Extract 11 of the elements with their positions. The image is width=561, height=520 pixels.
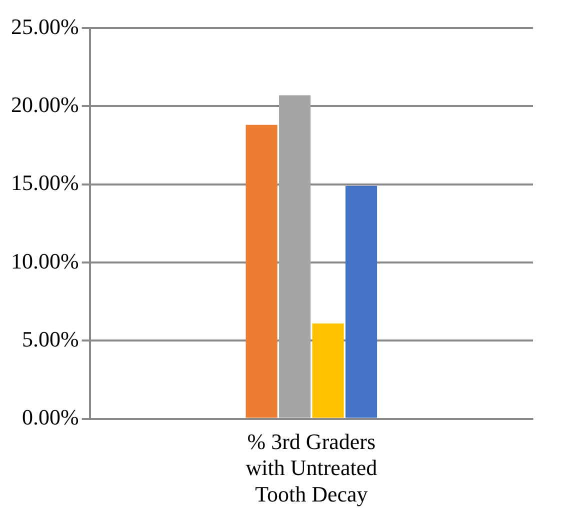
bar [345, 186, 378, 418]
y-tick-label: 0.00% [22, 404, 79, 430]
y-tick-label: 5.00% [22, 326, 79, 352]
bar [312, 323, 344, 418]
bar [246, 124, 278, 418]
x-tick-label: % 3rd Graders with Untreated Tooth Decay [246, 428, 378, 507]
y-tick-label: 15.00% [11, 170, 79, 196]
y-tick-label: 20.00% [11, 92, 79, 117]
y-tick-label: 25.00% [11, 14, 79, 39]
bar [279, 95, 311, 418]
y-tick-label: 10.00% [11, 248, 79, 274]
